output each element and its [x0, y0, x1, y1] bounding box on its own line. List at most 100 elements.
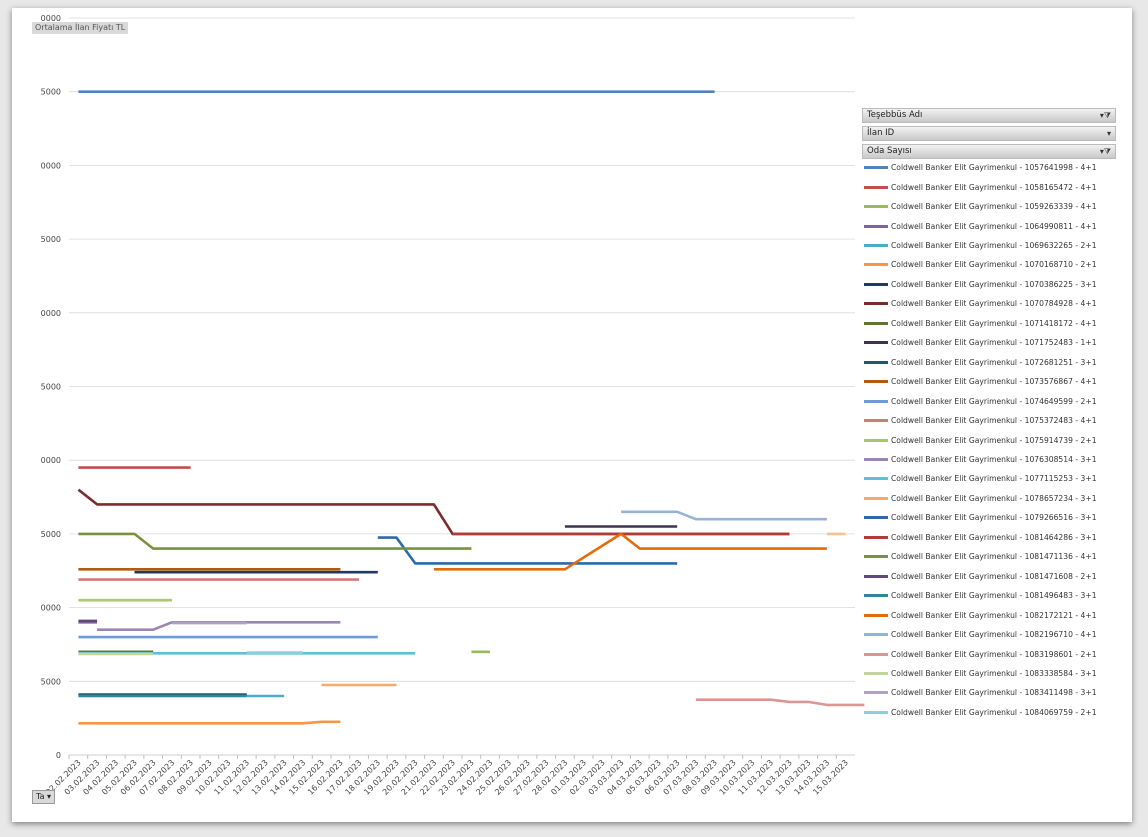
series-line[interactable] — [377, 536, 678, 565]
legend-swatch — [864, 282, 888, 286]
series-line[interactable] — [695, 698, 865, 707]
legend-item[interactable]: Coldwell Banker Elit Gayrimenkul - 10814… — [864, 586, 1124, 605]
legend-item[interactable]: Coldwell Banker Elit Gayrimenkul - 10746… — [864, 391, 1124, 410]
legend-swatch — [864, 574, 888, 578]
legend-item[interactable]: Coldwell Banker Elit Gayrimenkul - 10701… — [864, 255, 1124, 274]
y-tick-label: 0 — [56, 751, 61, 760]
legend-swatch — [864, 263, 888, 267]
legend-label: Coldwell Banker Elit Gayrimenkul - 10592… — [891, 202, 1097, 212]
legend-swatch — [864, 302, 888, 306]
legend-item[interactable]: Coldwell Banker Elit Gayrimenkul - 10759… — [864, 430, 1124, 449]
legend-label: Coldwell Banker Elit Gayrimenkul - 10814… — [891, 552, 1097, 562]
legend-label: Coldwell Banker Elit Gayrimenkul - 10746… — [891, 396, 1097, 406]
legend-item[interactable]: Coldwell Banker Elit Gayrimenkul - 10833… — [864, 664, 1124, 683]
series-line[interactable] — [621, 510, 827, 521]
legend-item[interactable]: Coldwell Banker Elit Gayrimenkul - 10703… — [864, 275, 1124, 294]
filter-label: Teşebbüs Adı — [867, 110, 923, 120]
filter-panel: Teşebbüs Adı ▾⧩ İlan ID ▾ Oda Sayısı ▾⧩ — [862, 108, 1116, 162]
legend-label: Coldwell Banker Elit Gayrimenkul - 10763… — [891, 455, 1097, 465]
legend-item[interactable]: Coldwell Banker Elit Gayrimenkul - 10834… — [864, 683, 1124, 702]
series-line[interactable] — [78, 532, 472, 550]
filter-label: Oda Sayısı — [867, 146, 912, 156]
legend-label: Coldwell Banker Elit Gayrimenkul - 10707… — [891, 299, 1097, 309]
legend-item[interactable]: Coldwell Banker Elit Gayrimenkul - 10821… — [864, 605, 1124, 624]
filter-ilan-id[interactable]: İlan ID ▾ — [862, 126, 1116, 141]
legend-swatch — [864, 691, 888, 695]
legend-swatch — [864, 166, 888, 170]
legend-swatch — [864, 419, 888, 423]
legend-item[interactable]: Coldwell Banker Elit Gayrimenkul - 10696… — [864, 236, 1124, 255]
legend-label: Coldwell Banker Elit Gayrimenkul - 10814… — [891, 532, 1097, 542]
dropdown-arrow-icon[interactable]: ▾ — [47, 792, 52, 801]
legend-item[interactable]: Coldwell Banker Elit Gayrimenkul - 10840… — [864, 703, 1124, 722]
legend-swatch — [864, 458, 888, 462]
legend-label: Coldwell Banker Elit Gayrimenkul - 10717… — [891, 338, 1097, 348]
series-line[interactable] — [97, 620, 341, 632]
filter-oda-sayisi[interactable]: Oda Sayısı ▾⧩ — [862, 144, 1116, 159]
legend-label: Coldwell Banker Elit Gayrimenkul - 10834… — [891, 688, 1097, 698]
series-line[interactable] — [77, 488, 790, 536]
legend-swatch — [864, 321, 888, 325]
chart-sheet: Ortalama İlan Fiyatı TL 0 5000 0000 5000 000… — [12, 8, 1132, 822]
legend-swatch — [864, 535, 888, 539]
legend-item[interactable]: Coldwell Banker Elit Gayrimenkul - 10814… — [864, 547, 1124, 566]
legend-item[interactable]: Coldwell Banker Elit Gayrimenkul - 10771… — [864, 469, 1124, 488]
y-tick-label: 5000 — [41, 383, 61, 392]
legend-label: Coldwell Banker Elit Gayrimenkul - 10576… — [891, 163, 1097, 173]
legend-item[interactable]: Coldwell Banker Elit Gayrimenkul - 10735… — [864, 372, 1124, 391]
legend-item[interactable]: Coldwell Banker Elit Gayrimenkul - 10814… — [864, 528, 1124, 547]
value-field-button[interactable]: Ortalama İlan Fiyatı TL — [32, 22, 129, 34]
legend-item[interactable]: Coldwell Banker Elit Gayrimenkul - 10726… — [864, 353, 1124, 372]
legend-label: Coldwell Banker Elit Gayrimenkul - 10696… — [891, 241, 1097, 251]
legend-swatch — [864, 205, 888, 209]
legend-item[interactable]: Coldwell Banker Elit Gayrimenkul - 10786… — [864, 489, 1124, 508]
legend-item[interactable]: Coldwell Banker Elit Gayrimenkul - 10792… — [864, 508, 1124, 527]
legend-label: Coldwell Banker Elit Gayrimenkul - 10814… — [891, 571, 1097, 581]
axis-field-label: Ta — [36, 792, 45, 801]
filter-tesebbus-adi[interactable]: Teşebbüs Adı ▾⧩ — [862, 108, 1116, 123]
legend-label: Coldwell Banker Elit Gayrimenkul - 10840… — [891, 707, 1097, 717]
legend-swatch — [864, 516, 888, 520]
y-tick-label: 0000 — [41, 309, 61, 318]
legend-label: Coldwell Banker Elit Gayrimenkul - 10703… — [891, 279, 1097, 289]
line-chart: 0 5000 0000 5000 0000 5000 0000 5000 0000 5000 000… — [41, 14, 865, 797]
y-tick-label: 0000 — [41, 456, 61, 465]
legend-item[interactable]: Coldwell Banker Elit Gayrimenkul - 10753… — [864, 411, 1124, 430]
legend-swatch — [864, 710, 888, 714]
y-tick-label: 0000 — [41, 161, 61, 170]
legend-label: Coldwell Banker Elit Gayrimenkul - 10771… — [891, 474, 1097, 484]
legend-swatch — [864, 438, 888, 442]
legend-swatch — [864, 496, 888, 500]
legend-swatch — [864, 594, 888, 598]
series-line[interactable] — [433, 532, 827, 571]
filter-icon[interactable]: ▾⧩ — [1099, 111, 1111, 120]
legend-label: Coldwell Banker Elit Gayrimenkul - 10726… — [891, 357, 1097, 367]
legend-label: Coldwell Banker Elit Gayrimenkul - 10714… — [891, 318, 1097, 328]
legend-swatch — [864, 244, 888, 248]
legend-label: Coldwell Banker Elit Gayrimenkul - 10833… — [891, 669, 1097, 678]
series-line[interactable] — [78, 720, 341, 725]
legend-label: Coldwell Banker Elit Gayrimenkul - 10759… — [891, 435, 1097, 445]
legend-item[interactable]: Coldwell Banker Elit Gayrimenkul - 10831… — [864, 644, 1124, 663]
legend-swatch — [864, 555, 888, 559]
legend-label: Coldwell Banker Elit Gayrimenkul - 10786… — [891, 493, 1097, 503]
axis-field-button[interactable]: Ta ▾ — [32, 790, 56, 804]
y-tick-label: 5000 — [41, 235, 61, 244]
legend-item[interactable]: Coldwell Banker Elit Gayrimenkul - 10592… — [864, 197, 1124, 216]
legend-swatch — [864, 477, 888, 481]
y-tick-label: 0000 — [41, 14, 61, 23]
legend-item[interactable]: Coldwell Banker Elit Gayrimenkul - 10814… — [864, 567, 1124, 586]
legend-item[interactable]: Coldwell Banker Elit Gayrimenkul - 10707… — [864, 294, 1124, 313]
legend-item[interactable]: Coldwell Banker Elit Gayrimenkul - 10649… — [864, 216, 1124, 235]
legend-item[interactable]: Coldwell Banker Elit Gayrimenkul - 10581… — [864, 177, 1124, 196]
legend-swatch — [864, 360, 888, 364]
legend-item[interactable]: Coldwell Banker Elit Gayrimenkul - 10717… — [864, 333, 1124, 352]
legend-item[interactable]: Coldwell Banker Elit Gayrimenkul - 10763… — [864, 450, 1124, 469]
legend-swatch — [864, 613, 888, 617]
legend-item[interactable]: Coldwell Banker Elit Gayrimenkul - 10576… — [864, 158, 1124, 177]
legend-item[interactable]: Coldwell Banker Elit Gayrimenkul - 10821… — [864, 625, 1124, 644]
filter-icon[interactable]: ▾⧩ — [1099, 147, 1111, 156]
dropdown-arrow-icon[interactable]: ▾ — [1106, 129, 1111, 138]
legend-swatch — [864, 652, 888, 656]
legend-item[interactable]: Coldwell Banker Elit Gayrimenkul - 10714… — [864, 314, 1124, 333]
